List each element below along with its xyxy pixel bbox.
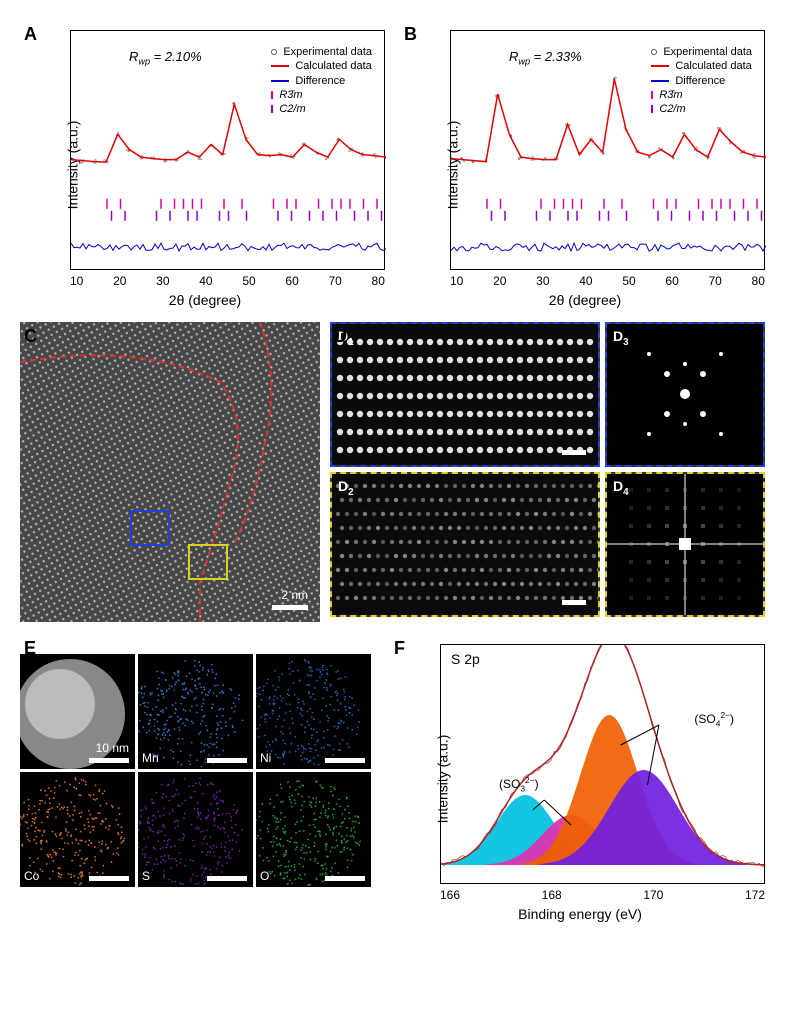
panel-f-so3: (SO32−) [499,775,539,793]
row-ab: A Intensity (a.u.) Rwp = 2.10% document.… [20,20,771,310]
panel-e: E 10 nmMnNi CoSO [20,634,380,924]
panel-d4: D4 [605,472,765,617]
panel-c-yellow-box [188,544,228,580]
panel-f: F Intensity (a.u.) S 2p (SO32−) (SO42−) … [390,634,770,924]
panel-b-xlabel: 2θ (degree) [549,292,621,308]
eds-cell-Ni: Ni [256,654,371,769]
panel-a-svg [71,31,386,271]
panel-d4-svg [607,474,763,615]
panel-f-so4: (SO42−) [694,710,734,728]
panel-d: D D1 D3 D2 D4 [330,322,770,622]
panel-b-xticks: 1020304050607080 [450,274,765,288]
panel-c-image: 2 nm [20,322,320,622]
panel-c: C 2 nm [20,322,320,622]
eds-cell-Co: Co [20,772,135,887]
panel-f-xticks: 166168170172 [440,888,765,902]
panel-d3-label: D3 [613,328,629,348]
panel-e-grid: 10 nmMnNi CoSO [20,654,380,887]
panel-d-label: D [334,326,347,347]
panel-f-xlabel: Binding energy (eV) [518,906,642,922]
panel-a: A Intensity (a.u.) Rwp = 2.10% document.… [20,20,390,310]
panel-c-label: C [24,326,37,347]
panel-c-scalebar [272,605,308,610]
panel-d3: D3 [605,322,765,467]
eds-cell-S: S [138,772,253,887]
panel-d2-scalebar [562,600,586,605]
panel-a-xlabel: 2θ (degree) [169,292,241,308]
panel-b: B Intensity (a.u.) Rwp = 2.33% Experimen… [400,20,770,310]
figure-container: A Intensity (a.u.) Rwp = 2.10% document.… [20,20,771,924]
panel-d2: D2 [330,472,600,617]
panel-d3-svg [607,324,763,465]
panel-e-label: E [24,638,36,659]
panel-d2-svg [332,474,598,615]
panel-b-svg [451,31,766,271]
panel-d4-label: D4 [613,478,629,498]
panel-d1-scalebar [562,450,586,455]
panel-c-scaletext: 2 nm [281,588,308,602]
panel-d2-label: D2 [338,478,354,498]
eds-cell-Mn: Mn [138,654,253,769]
eds-cell-O: O [256,772,371,887]
panel-a-xticks: 1020304050607080 [70,274,385,288]
panel-b-label: B [404,24,417,45]
panel-d1-svg [332,324,598,465]
panel-c-blue-box [130,510,170,546]
row-cd: C 2 nm [20,322,771,622]
panel-a-plot: Rwp = 2.10% document.currentScript.previ… [70,30,385,270]
panel-a-label: A [24,24,37,45]
panel-b-plot: Rwp = 2.33% Experimental data Calculated… [450,30,765,270]
eds-cell-haadf: 10 nm [20,654,135,769]
panel-c-svg [20,322,320,622]
panel-f-svg [441,645,765,884]
panel-d-grid: D1 D3 D2 D4 [330,322,770,617]
panel-d1: D1 [330,322,600,467]
panel-f-label: F [394,638,405,659]
row-ef: E 10 nmMnNi CoSO F Intensity (a.u.) S 2p … [20,634,771,924]
panel-f-plot: S 2p (SO32−) (SO42−) [440,644,765,884]
